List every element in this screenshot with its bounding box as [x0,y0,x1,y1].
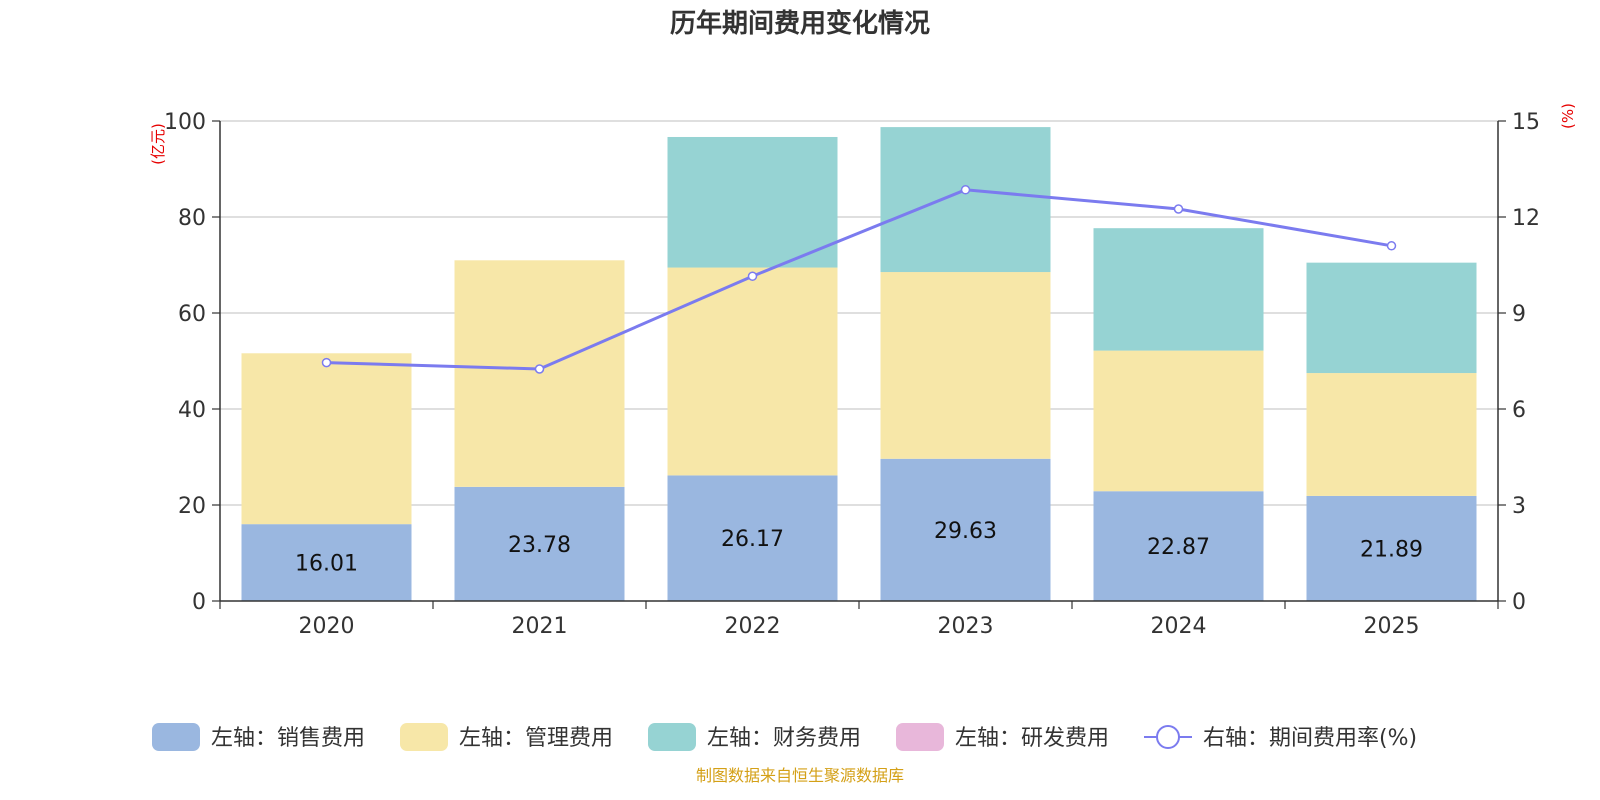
bar-data-label: 22.87 [1147,535,1210,560]
axes: 0 20 40 60 80 100 0 3 6 9 12 15 2020 2021 2022 2023 2024… [164,110,1540,639]
bar-data-label: 23.78 [508,533,571,558]
left-tick-label: 100 [164,110,206,135]
right-tick-label: 15 [1512,110,1540,135]
rate-point [1386,241,1397,251]
left-tick-label: 20 [178,494,206,519]
right-tick-label: 9 [1512,302,1526,327]
legend-label: 左轴：研发费用 [955,726,1109,751]
bar-segment [241,524,412,601]
right-tick-label: 6 [1512,398,1526,423]
legend-swatch [152,723,200,751]
bar-data-label: 16.01 [295,552,358,577]
bar-segment [454,486,625,601]
rate-point [321,357,332,368]
bar-segment [880,272,1051,459]
line-layer [321,185,1397,374]
right-tick-label: 0 [1512,590,1526,615]
bar-segment [1093,350,1264,492]
rate-line [326,188,1392,371]
legend-swatch [896,723,944,751]
x-tick-label: 2021 [512,614,568,639]
right-tick-label: 3 [1512,494,1526,519]
rate-point [960,185,971,195]
bar-segment [1306,262,1477,374]
x-tick-label: 2023 [938,614,994,639]
legend-label: 左轴：销售费用 [211,726,365,751]
bar-segment [1306,373,1477,496]
left-axis-unit: (亿元) [149,123,167,165]
rate-point [1173,204,1184,214]
left-tick-label: 80 [178,206,206,231]
source-note: 制图数据来自恒生聚源数据库 [696,766,904,785]
left-tick-label: 0 [192,590,206,615]
right-tick-label: 12 [1512,206,1540,231]
bar-segment [1093,491,1264,601]
legend: 左轴：销售费用 左轴：管理费用 左轴：财务费用 左轴：研发费用 右轴：期间费用率(%) [152,723,1417,751]
rate-point [747,271,758,281]
x-tick-label: 2025 [1364,614,1420,639]
bar-data-label: 26.17 [721,527,784,552]
x-tick-label: 2024 [1151,614,1207,639]
legend-swatch [648,723,696,751]
bar-segment [667,475,838,601]
grid-lines [220,120,1498,506]
chart-title: 历年期间费用变化情况 [670,8,930,39]
rate-point [534,364,545,374]
x-tick-label: 2020 [299,614,355,639]
bar-label-layer: 16.01 23.78 26.17 29.63 22.87 21.89 [295,519,1423,577]
legend-label: 左轴：财务费用 [707,726,861,751]
legend-label: 右轴：期间费用率(%) [1203,726,1417,751]
bar-segment [880,458,1051,601]
bar-segment [667,267,838,476]
bar-segment [880,127,1051,273]
legend-swatch [400,723,448,751]
left-tick-label: 60 [178,302,206,327]
right-axis-unit: (%) [1559,103,1577,129]
bar-segment [1093,228,1264,351]
x-tick-label: 2022 [725,614,781,639]
bar-segment [1306,495,1477,601]
legend-label: 左轴：管理费用 [459,726,613,751]
bar-data-label: 21.89 [1360,537,1423,562]
bar-segment [667,136,838,268]
bar-data-label: 29.63 [934,519,997,544]
bar-layer [241,127,1477,601]
bar-segment [241,353,412,525]
left-tick-label: 40 [178,398,206,423]
legend-circle-marker [1156,725,1180,749]
